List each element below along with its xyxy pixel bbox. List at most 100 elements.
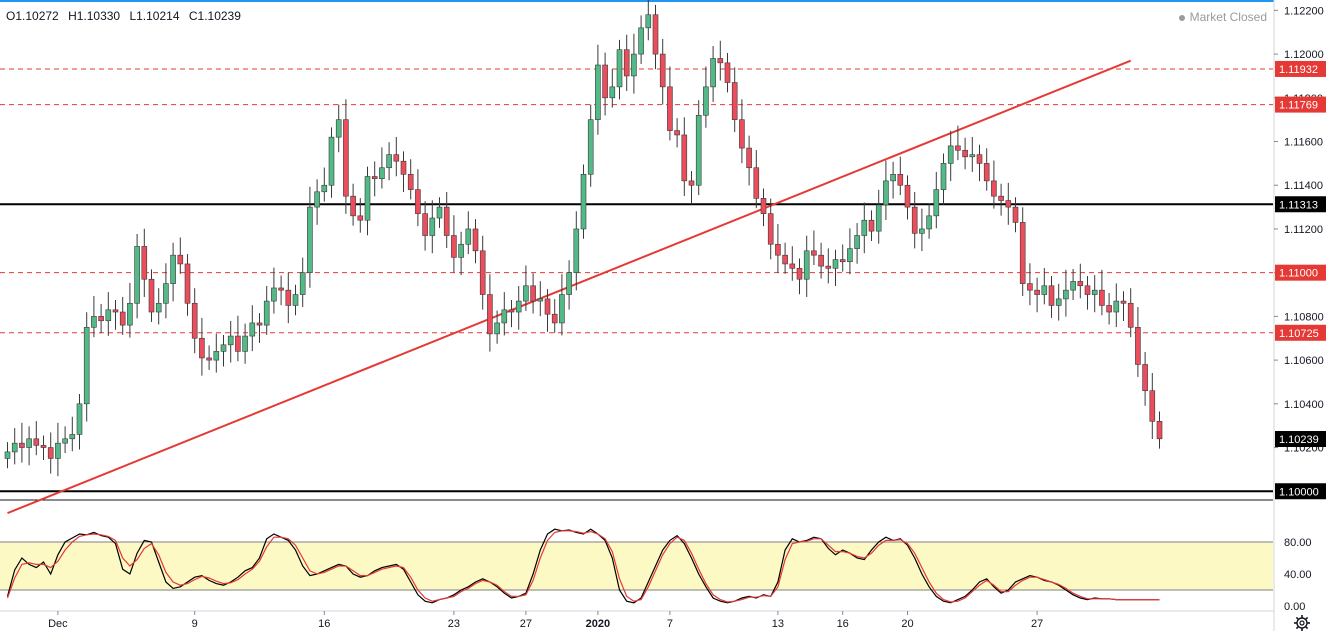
candle-body [818, 254, 824, 267]
candle-body [861, 219, 868, 236]
candle-body [177, 254, 184, 265]
horizontal-levels[interactable] [0, 68, 1273, 493]
candle-body [170, 254, 176, 284]
candle-body [955, 145, 961, 151]
candle-body [328, 136, 335, 186]
candle-body [983, 163, 990, 182]
candle-body [544, 298, 551, 315]
candle-body [451, 235, 457, 258]
candle-body [638, 27, 644, 55]
candle-body [587, 119, 594, 175]
level-price-badge[interactable] [1275, 324, 1326, 341]
time-tick-label[interactable]: 9 [192, 618, 198, 630]
candle-body [1084, 285, 1091, 295]
candle-body [11, 442, 18, 453]
gear-icon[interactable] [1294, 615, 1310, 631]
candle-body [458, 243, 464, 258]
status-dot-icon [1178, 14, 1185, 21]
level-price-badge[interactable] [1275, 60, 1326, 77]
candle-body [472, 228, 479, 252]
candle-body [746, 147, 752, 169]
candle-body [465, 228, 472, 245]
candle-body [343, 119, 349, 197]
candle-body [1048, 285, 1055, 306]
candle-body [803, 250, 810, 280]
time-tick-label[interactable]: 27 [1031, 618, 1043, 630]
candle-body [767, 213, 774, 245]
candle-body [1027, 283, 1033, 291]
candle-body [292, 294, 299, 306]
candle-body [796, 268, 803, 280]
candle-body [371, 176, 378, 179]
candle-body [681, 134, 688, 182]
candle-body [285, 289, 292, 306]
candle-body [933, 189, 940, 217]
level-price-badge[interactable] [1275, 483, 1326, 500]
candle-body [321, 184, 328, 193]
candle-body [775, 243, 781, 256]
candle-body [335, 119, 342, 138]
time-tick-label[interactable]: 2020 [586, 618, 610, 630]
candle-body [919, 228, 925, 234]
candle-body [422, 213, 428, 236]
level-price-label: 1.10000 [1279, 486, 1319, 498]
level-price-label: 1.11313 [1279, 199, 1318, 211]
candle-body [530, 285, 536, 302]
candle-body [947, 145, 954, 164]
candle-body [1120, 300, 1127, 304]
candle-body [883, 180, 889, 206]
time-tick-label[interactable]: 7 [667, 618, 673, 630]
candle-body [508, 309, 515, 313]
price-axis[interactable]: 1.122001.120001.118001.116001.114001.112… [1273, 0, 1326, 631]
level-price-label: 1.10725 [1279, 328, 1319, 340]
candle-body [379, 167, 385, 179]
time-tick-label[interactable]: 20 [901, 618, 913, 630]
candle-body [271, 287, 277, 302]
candle-body [47, 447, 54, 459]
candle-body [1055, 298, 1062, 306]
candle-body [40, 445, 47, 448]
candle-body [19, 442, 25, 448]
candle-body [494, 322, 500, 335]
candle-body [227, 335, 234, 346]
candle-body [213, 351, 220, 361]
candle-body [1070, 281, 1076, 291]
stochastic-k-line [6, 528, 1160, 604]
candle-body [307, 206, 313, 273]
candle-body [875, 204, 882, 232]
time-tick-label[interactable]: 27 [520, 618, 532, 630]
current-price-label: 1.10239 [1279, 434, 1319, 446]
candle-body [263, 300, 270, 326]
candle-body [364, 176, 371, 221]
level-price-badge[interactable] [1275, 96, 1326, 113]
candle-body [847, 248, 853, 263]
candle-body [940, 163, 947, 190]
candle-body [1012, 206, 1019, 223]
level-price-badge[interactable] [1275, 264, 1326, 281]
candle-body [559, 294, 565, 324]
time-tick-label[interactable]: 23 [448, 618, 460, 630]
candle-body [551, 313, 558, 324]
time-axis[interactable]: Dec 9 16 23 27 2020 7 13 16 20 27 [0, 610, 1274, 630]
time-tick-label[interactable]: 13 [772, 618, 784, 630]
time-tick-label[interactable]: 16 [318, 618, 330, 630]
level-price-badge[interactable] [1275, 196, 1326, 213]
candle-body [710, 58, 716, 88]
ohlc-legend: O1.10272 H1.10330 L1.10214 C1.10239 [6, 9, 247, 23]
candle-body [645, 14, 652, 29]
candle-body [688, 180, 695, 186]
candle-body [1142, 364, 1148, 392]
candle-body [415, 189, 421, 214]
candle-body [515, 300, 522, 313]
time-tick-label[interactable]: 16 [837, 618, 849, 630]
time-tick-label[interactable]: Dec [48, 618, 68, 630]
candle-body [1099, 289, 1105, 306]
candle-body [911, 206, 918, 234]
candle-body [631, 53, 637, 77]
candle-body [91, 316, 97, 328]
candle-body [134, 246, 140, 304]
candle-body [199, 337, 205, 359]
stochastic-band [0, 499, 1273, 591]
candle-body [256, 322, 263, 326]
